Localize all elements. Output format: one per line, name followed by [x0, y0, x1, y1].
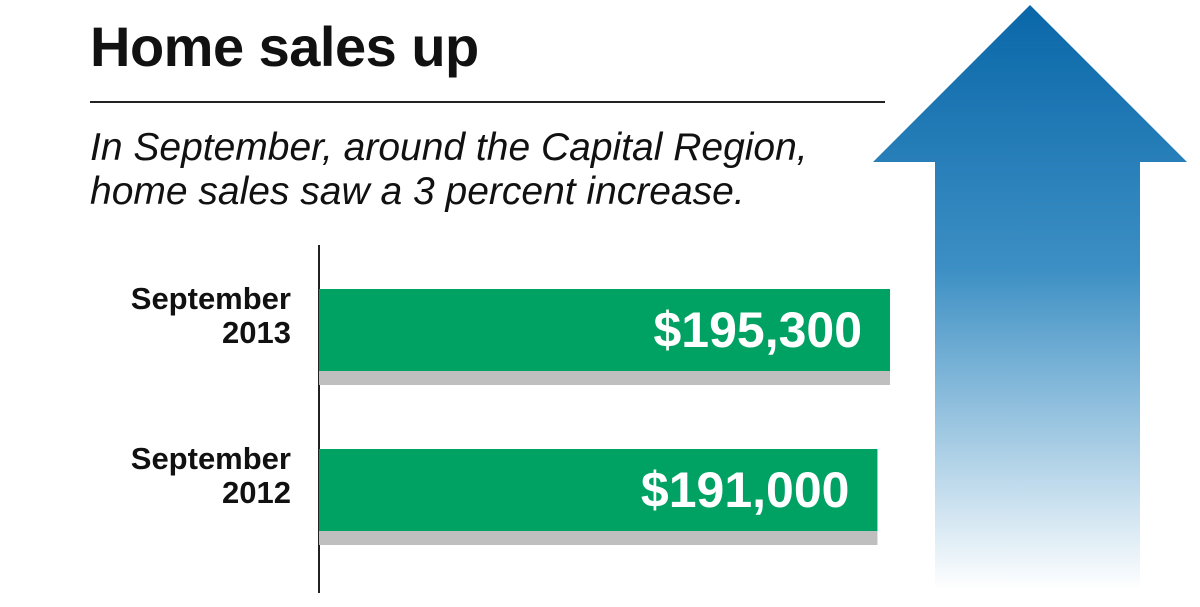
bar-shadow [319, 531, 878, 545]
title-divider [90, 101, 885, 103]
bar [319, 449, 878, 531]
bar-value-label: $195,300 [653, 302, 862, 358]
bar [319, 289, 891, 371]
chart-title: Home sales up [90, 15, 479, 78]
chart-subtitle: In September, around the Capital Region,… [90, 126, 808, 213]
category-label: September [131, 281, 291, 316]
bar-shadow [319, 371, 891, 385]
up-arrow-icon [873, 5, 1187, 590]
category-label: September [131, 441, 291, 476]
category-label: 2012 [222, 475, 291, 510]
category-label: 2013 [222, 315, 291, 350]
bars-group: $195,300September2013$191,000September20… [131, 281, 891, 545]
bar-value-label: $191,000 [641, 462, 850, 518]
